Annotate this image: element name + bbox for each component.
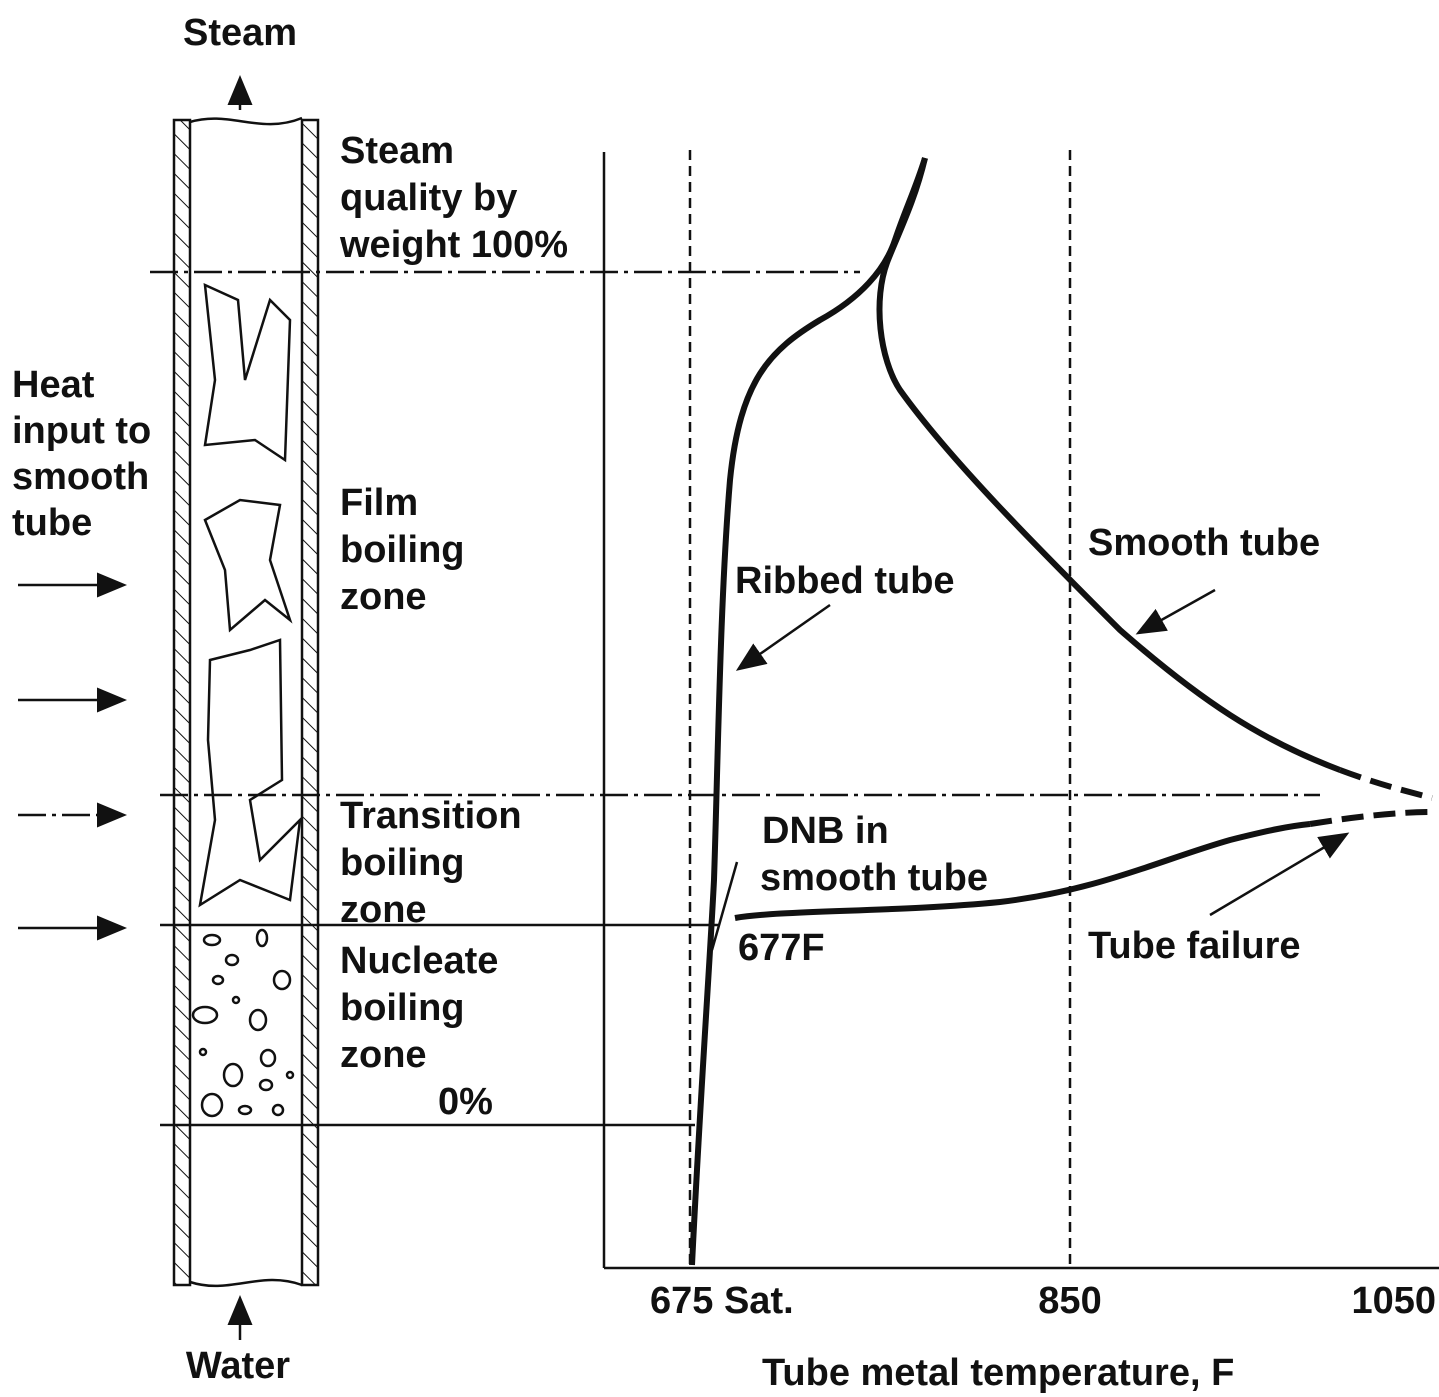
zone-lines — [150, 270, 1320, 1127]
dnb-temp: 677F — [738, 927, 825, 969]
heat-arrows — [18, 572, 127, 941]
zone-label: boiling — [340, 987, 465, 1029]
quality-label: Steam — [340, 130, 454, 172]
zone-label: zone — [340, 576, 427, 618]
dnb-label: smooth tube — [760, 857, 988, 899]
heat-label: Heat — [12, 364, 95, 406]
curve-label: Smooth tube — [1088, 522, 1320, 564]
failure-label: Tube failure — [1088, 925, 1301, 967]
zone-label: zone — [340, 889, 427, 931]
zone-label: Transition — [340, 795, 522, 837]
dnb-label: DNB in — [762, 810, 889, 852]
tube — [172, 75, 320, 1340]
zone-label: zone — [340, 1034, 427, 1076]
zone-label: Film — [340, 482, 418, 524]
axis-title: Tube metal temperature, F — [762, 1352, 1234, 1394]
zone-label: 0% — [438, 1081, 493, 1123]
quality-label: quality by — [340, 177, 517, 219]
curves — [689, 157, 1433, 1266]
heat-label: smooth — [12, 456, 149, 498]
zone-label: boiling — [340, 842, 465, 884]
heat-label: tube — [12, 502, 92, 544]
zone-label: boiling — [340, 529, 465, 571]
axis-tick-label: 850 — [1038, 1280, 1101, 1322]
water-label: Water — [186, 1345, 290, 1387]
quality-label: weight 100% — [339, 224, 568, 266]
heat-label: input to — [12, 410, 151, 452]
curve-label: Ribbed tube — [735, 560, 955, 602]
steam-label: Steam — [183, 12, 297, 54]
labels: Steam Water Heat input to smooth tube St… — [12, 12, 1436, 1394]
axis-tick-label: 675 Sat. — [650, 1280, 794, 1322]
zone-label: Nucleate — [340, 940, 498, 982]
axis-tick-label: 1050 — [1351, 1280, 1436, 1322]
axes — [602, 150, 1439, 1270]
